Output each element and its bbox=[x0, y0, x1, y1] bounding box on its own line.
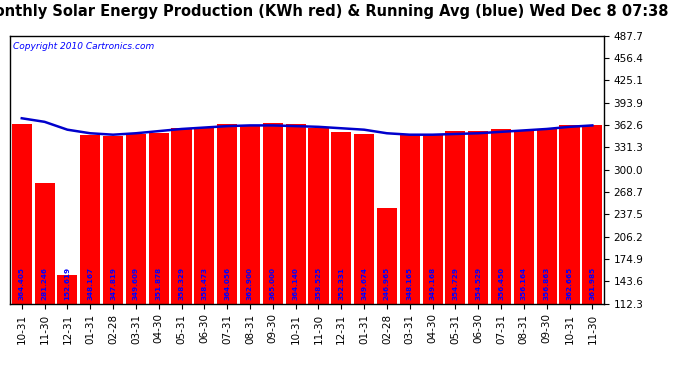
Text: 362.900: 362.900 bbox=[247, 267, 253, 300]
Bar bbox=[377, 208, 397, 375]
Text: 358.473: 358.473 bbox=[201, 267, 208, 300]
Bar bbox=[582, 125, 602, 375]
Bar bbox=[126, 134, 146, 375]
Text: Monthly Solar Energy Production (KWh red) & Running Avg (blue) Wed Dec 8 07:38: Monthly Solar Energy Production (KWh red… bbox=[0, 4, 669, 19]
Text: 358.525: 358.525 bbox=[315, 267, 322, 300]
Text: 364.056: 364.056 bbox=[224, 267, 230, 300]
Bar bbox=[195, 128, 215, 375]
Bar bbox=[422, 135, 442, 375]
Bar bbox=[445, 130, 466, 375]
Text: 356.863: 356.863 bbox=[544, 267, 550, 300]
Bar bbox=[354, 134, 374, 375]
Text: 348.167: 348.167 bbox=[87, 267, 93, 300]
Bar bbox=[537, 129, 557, 375]
Text: 352.331: 352.331 bbox=[338, 267, 344, 300]
Text: 349.609: 349.609 bbox=[133, 267, 139, 300]
Text: 358.329: 358.329 bbox=[179, 267, 184, 300]
Text: 364.405: 364.405 bbox=[19, 267, 25, 300]
Text: 356.450: 356.450 bbox=[498, 267, 504, 300]
Bar bbox=[286, 124, 306, 375]
Text: 364.140: 364.140 bbox=[293, 267, 299, 300]
Text: 348.165: 348.165 bbox=[406, 267, 413, 300]
Text: 246.965: 246.965 bbox=[384, 267, 390, 300]
Bar bbox=[560, 125, 580, 375]
Bar bbox=[103, 135, 123, 375]
Bar bbox=[331, 132, 351, 375]
Bar bbox=[240, 125, 260, 375]
Text: 354.729: 354.729 bbox=[453, 267, 458, 300]
Bar bbox=[400, 135, 420, 375]
Text: 347.819: 347.819 bbox=[110, 267, 116, 300]
Text: 349.168: 349.168 bbox=[430, 267, 435, 300]
Text: 362.665: 362.665 bbox=[566, 267, 573, 300]
Bar bbox=[514, 130, 534, 375]
Text: 351.878: 351.878 bbox=[156, 267, 161, 300]
Bar bbox=[12, 124, 32, 375]
Text: 349.674: 349.674 bbox=[361, 267, 367, 300]
Bar bbox=[217, 124, 237, 375]
Bar bbox=[469, 131, 489, 375]
Bar bbox=[491, 129, 511, 375]
Bar bbox=[263, 123, 283, 375]
Bar bbox=[57, 275, 77, 375]
Bar bbox=[80, 135, 100, 375]
Bar bbox=[34, 183, 55, 375]
Bar bbox=[148, 133, 169, 375]
Text: 354.529: 354.529 bbox=[475, 267, 481, 300]
Text: 281.246: 281.246 bbox=[41, 267, 48, 300]
Bar bbox=[308, 128, 328, 375]
Text: 356.164: 356.164 bbox=[521, 267, 527, 300]
Text: 152.619: 152.619 bbox=[64, 267, 70, 300]
Bar bbox=[172, 128, 192, 375]
Text: 361.985: 361.985 bbox=[589, 267, 595, 300]
Text: 365.000: 365.000 bbox=[270, 267, 276, 300]
Text: Copyright 2010 Cartronics.com: Copyright 2010 Cartronics.com bbox=[13, 42, 155, 51]
